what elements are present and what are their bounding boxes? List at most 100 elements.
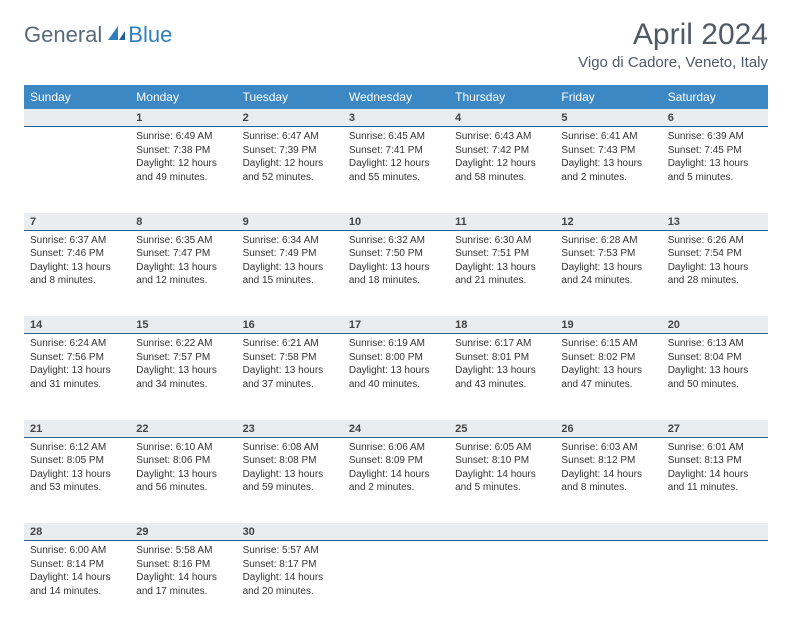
- daynum-cell: 14: [24, 316, 130, 334]
- daynum-row: 282930: [24, 523, 768, 541]
- daylight2-line: and 8 minutes.: [561, 481, 655, 495]
- logo-sail-icon: [106, 24, 126, 47]
- day-cell: Sunrise: 5:57 AMSunset: 8:17 PMDaylight:…: [237, 541, 343, 627]
- sunrise-line: Sunrise: 6:43 AM: [455, 130, 549, 144]
- sunrise-line: Sunrise: 6:00 AM: [30, 544, 124, 558]
- daylight1-line: Daylight: 13 hours: [30, 468, 124, 482]
- daynum-cell: 15: [130, 316, 236, 334]
- daylight2-line: and 2 minutes.: [349, 481, 443, 495]
- daylight1-line: Daylight: 14 hours: [136, 571, 230, 585]
- weekday-header: Thursday: [449, 85, 555, 109]
- daynum-cell: 21: [24, 420, 130, 438]
- day-cell-content: Sunrise: 6:34 AMSunset: 7:49 PMDaylight:…: [237, 231, 343, 292]
- daylight1-line: Daylight: 13 hours: [455, 261, 549, 275]
- day-cell-content: Sunrise: 6:19 AMSunset: 8:00 PMDaylight:…: [343, 334, 449, 395]
- sunrise-line: Sunrise: 6:17 AM: [455, 337, 549, 351]
- day-cell-content: Sunrise: 6:45 AMSunset: 7:41 PMDaylight:…: [343, 127, 449, 188]
- daylight1-line: Daylight: 13 hours: [30, 261, 124, 275]
- daylight2-line: and 21 minutes.: [455, 274, 549, 288]
- daynum-cell: 8: [130, 213, 236, 231]
- daylight1-line: Daylight: 13 hours: [561, 261, 655, 275]
- day-cell-content: Sunrise: 6:10 AMSunset: 8:06 PMDaylight:…: [130, 438, 236, 499]
- weekday-header: Wednesday: [343, 85, 449, 109]
- sunset-line: Sunset: 7:42 PM: [455, 144, 549, 158]
- day-cell: Sunrise: 6:39 AMSunset: 7:45 PMDaylight:…: [662, 127, 768, 213]
- day-cell: Sunrise: 6:08 AMSunset: 8:08 PMDaylight:…: [237, 437, 343, 523]
- daynum-cell: 16: [237, 316, 343, 334]
- sunrise-line: Sunrise: 6:39 AM: [668, 130, 762, 144]
- sunset-line: Sunset: 7:57 PM: [136, 351, 230, 365]
- daynum-cell: 26: [555, 420, 661, 438]
- day-cell-content: Sunrise: 6:32 AMSunset: 7:50 PMDaylight:…: [343, 231, 449, 292]
- daylight2-line: and 20 minutes.: [243, 585, 337, 599]
- daylight1-line: Daylight: 13 hours: [243, 468, 337, 482]
- day-cell-content: Sunrise: 6:41 AMSunset: 7:43 PMDaylight:…: [555, 127, 661, 188]
- day-cell-content: Sunrise: 6:13 AMSunset: 8:04 PMDaylight:…: [662, 334, 768, 395]
- daylight2-line: and 5 minutes.: [668, 171, 762, 185]
- daylight2-line: and 58 minutes.: [455, 171, 549, 185]
- day-cell-content: Sunrise: 6:01 AMSunset: 8:13 PMDaylight:…: [662, 438, 768, 499]
- day-cell: Sunrise: 6:43 AMSunset: 7:42 PMDaylight:…: [449, 127, 555, 213]
- daylight2-line: and 49 minutes.: [136, 171, 230, 185]
- daylight1-line: Daylight: 12 hours: [136, 157, 230, 171]
- daylight1-line: Daylight: 13 hours: [668, 364, 762, 378]
- daylight2-line: and 8 minutes.: [30, 274, 124, 288]
- week-row: Sunrise: 6:24 AMSunset: 7:56 PMDaylight:…: [24, 334, 768, 420]
- sunrise-line: Sunrise: 6:19 AM: [349, 337, 443, 351]
- day-cell-content: Sunrise: 6:39 AMSunset: 7:45 PMDaylight:…: [662, 127, 768, 188]
- day-cell: Sunrise: 6:34 AMSunset: 7:49 PMDaylight:…: [237, 230, 343, 316]
- logo: General Blue: [24, 22, 172, 48]
- daylight2-line: and 17 minutes.: [136, 585, 230, 599]
- week-row: Sunrise: 6:00 AMSunset: 8:14 PMDaylight:…: [24, 541, 768, 627]
- daylight2-line: and 24 minutes.: [561, 274, 655, 288]
- daylight2-line: and 14 minutes.: [30, 585, 124, 599]
- day-cell-content: Sunrise: 6:28 AMSunset: 7:53 PMDaylight:…: [555, 231, 661, 292]
- sunrise-line: Sunrise: 6:21 AM: [243, 337, 337, 351]
- daylight1-line: Daylight: 13 hours: [30, 364, 124, 378]
- calendar-table: Sunday Monday Tuesday Wednesday Thursday…: [24, 85, 768, 627]
- day-cell-content: Sunrise: 6:26 AMSunset: 7:54 PMDaylight:…: [662, 231, 768, 292]
- sunset-line: Sunset: 7:45 PM: [668, 144, 762, 158]
- day-cell: Sunrise: 6:00 AMSunset: 8:14 PMDaylight:…: [24, 541, 130, 627]
- day-cell-content: Sunrise: 6:17 AMSunset: 8:01 PMDaylight:…: [449, 334, 555, 395]
- sunset-line: Sunset: 8:13 PM: [668, 454, 762, 468]
- day-cell: Sunrise: 6:03 AMSunset: 8:12 PMDaylight:…: [555, 437, 661, 523]
- daylight1-line: Daylight: 13 hours: [455, 364, 549, 378]
- sunrise-line: Sunrise: 6:24 AM: [30, 337, 124, 351]
- day-cell-content: Sunrise: 6:03 AMSunset: 8:12 PMDaylight:…: [555, 438, 661, 499]
- daynum-cell: 27: [662, 420, 768, 438]
- daylight2-line: and 37 minutes.: [243, 378, 337, 392]
- daynum-cell: 20: [662, 316, 768, 334]
- sunset-line: Sunset: 7:56 PM: [30, 351, 124, 365]
- daylight1-line: Daylight: 13 hours: [668, 261, 762, 275]
- day-cell-content: Sunrise: 6:08 AMSunset: 8:08 PMDaylight:…: [237, 438, 343, 499]
- daynum-cell: 9: [237, 213, 343, 231]
- week-row: Sunrise: 6:12 AMSunset: 8:05 PMDaylight:…: [24, 437, 768, 523]
- sunrise-line: Sunrise: 6:26 AM: [668, 234, 762, 248]
- day-cell-content: Sunrise: 6:15 AMSunset: 8:02 PMDaylight:…: [555, 334, 661, 395]
- daynum-cell: 28: [24, 523, 130, 541]
- daynum-cell: 17: [343, 316, 449, 334]
- sunset-line: Sunset: 7:58 PM: [243, 351, 337, 365]
- sunset-line: Sunset: 7:41 PM: [349, 144, 443, 158]
- daylight1-line: Daylight: 13 hours: [243, 261, 337, 275]
- day-cell: Sunrise: 6:45 AMSunset: 7:41 PMDaylight:…: [343, 127, 449, 213]
- daynum-cell: 19: [555, 316, 661, 334]
- week-row: Sunrise: 6:37 AMSunset: 7:46 PMDaylight:…: [24, 230, 768, 316]
- day-cell-content: Sunrise: 6:12 AMSunset: 8:05 PMDaylight:…: [24, 438, 130, 499]
- daylight1-line: Daylight: 13 hours: [561, 364, 655, 378]
- day-cell: [343, 541, 449, 627]
- sunrise-line: Sunrise: 6:49 AM: [136, 130, 230, 144]
- daylight2-line: and 28 minutes.: [668, 274, 762, 288]
- sunset-line: Sunset: 8:17 PM: [243, 558, 337, 572]
- daylight1-line: Daylight: 13 hours: [136, 468, 230, 482]
- daynum-cell: 6: [662, 109, 768, 127]
- header: General Blue April 2024 Vigo di Cadore, …: [24, 18, 768, 71]
- daylight2-line: and 18 minutes.: [349, 274, 443, 288]
- sunset-line: Sunset: 7:47 PM: [136, 247, 230, 261]
- daylight2-line: and 59 minutes.: [243, 481, 337, 495]
- daynum-row: 14151617181920: [24, 316, 768, 334]
- weekday-header: Friday: [555, 85, 661, 109]
- sunrise-line: Sunrise: 6:47 AM: [243, 130, 337, 144]
- sunrise-line: Sunrise: 6:12 AM: [30, 441, 124, 455]
